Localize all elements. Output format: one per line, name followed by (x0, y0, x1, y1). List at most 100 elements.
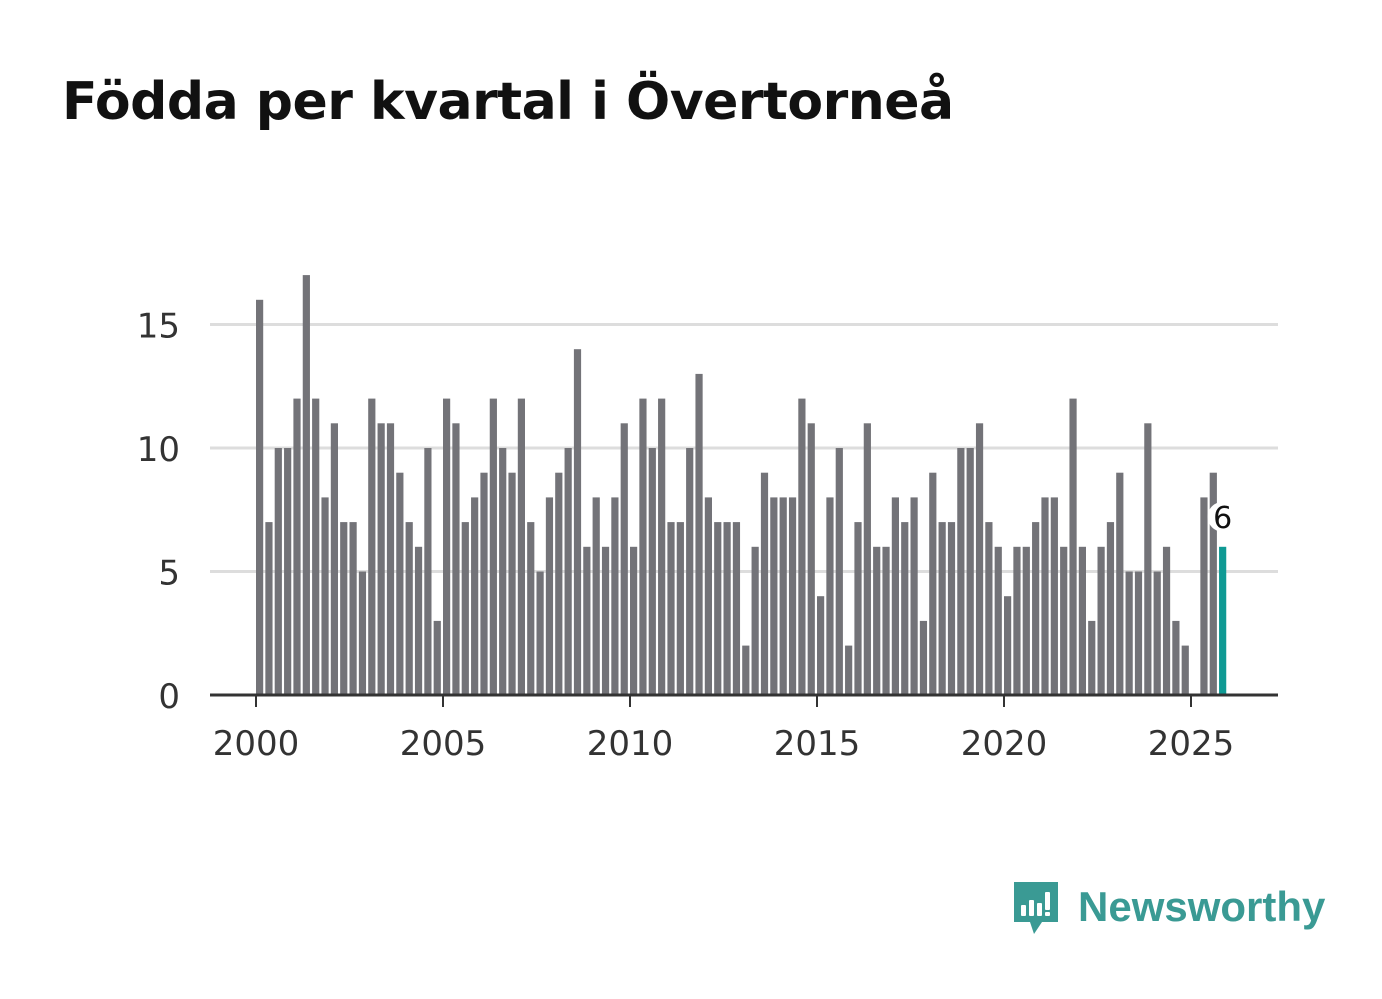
bar (1125, 571, 1133, 695)
bar (284, 448, 292, 695)
data-labels: 6 (1207, 501, 1238, 536)
bar (461, 522, 469, 695)
bar (620, 423, 628, 695)
bar (452, 423, 460, 695)
bar (817, 596, 825, 695)
x-tick-label: 2025 (1148, 724, 1235, 764)
bar (555, 472, 563, 695)
bar (1153, 571, 1161, 695)
bar (340, 522, 348, 695)
bar (386, 423, 395, 695)
bar (1162, 546, 1171, 695)
bar (919, 620, 928, 695)
bar-series (256, 275, 1227, 695)
bar (658, 398, 666, 695)
bar (358, 571, 367, 695)
bar (1078, 546, 1086, 695)
bar (471, 497, 479, 695)
bar (1144, 423, 1152, 695)
bar (835, 448, 843, 695)
bar (1069, 398, 1077, 695)
bar (1022, 546, 1030, 695)
x-tick-label: 2015 (774, 724, 861, 764)
bar (1088, 620, 1096, 695)
bar (433, 620, 441, 695)
bar (975, 423, 984, 695)
bar (321, 497, 329, 695)
bar (1172, 620, 1180, 695)
data-label: 6 (1213, 501, 1232, 536)
x-tick-label: 2000 (213, 724, 300, 764)
bar (826, 497, 834, 695)
axes: 0 5 10 15 2000 2005 2010 2015 2020 2025 (137, 307, 1278, 764)
bar (770, 497, 778, 695)
bar (274, 448, 282, 695)
bar-highlighted (1219, 546, 1227, 695)
bar (798, 398, 806, 695)
brand-name: Newsworthy (1078, 883, 1326, 930)
bar (639, 398, 647, 695)
bar (994, 546, 1002, 695)
bar (910, 497, 918, 695)
bar (732, 522, 741, 695)
y-tick-label: 10 (137, 430, 180, 470)
bar (1097, 546, 1105, 695)
bar (704, 497, 712, 695)
x-tick-label: 2010 (587, 724, 674, 764)
bar (807, 423, 815, 695)
bar (302, 275, 310, 695)
bar (527, 522, 535, 695)
bar (873, 546, 881, 695)
bar (1106, 522, 1115, 695)
y-tick-label: 5 (158, 554, 180, 594)
bar (938, 522, 946, 695)
bar (686, 448, 694, 695)
bar (901, 522, 909, 695)
bar (882, 546, 890, 695)
bar (1060, 546, 1068, 695)
bar (863, 423, 871, 695)
bar (414, 546, 423, 695)
x-tick-label: 2005 (400, 724, 487, 764)
bar (536, 571, 544, 695)
bar (676, 522, 684, 695)
bar (265, 522, 273, 695)
bar (611, 497, 619, 695)
bar (1209, 472, 1217, 695)
bar (966, 448, 974, 695)
bar (1041, 497, 1049, 695)
brand-logo: Newsworthy (1010, 878, 1325, 936)
bar (1013, 546, 1021, 695)
bar (293, 398, 301, 695)
bar (499, 448, 507, 695)
bar (592, 497, 600, 695)
bar (573, 349, 582, 695)
bar (256, 299, 264, 695)
bar (508, 472, 516, 695)
bar (1134, 571, 1143, 695)
bar (723, 522, 731, 695)
x-tick-label: 2020 (961, 724, 1048, 764)
bar (368, 398, 376, 695)
bar (714, 522, 722, 695)
bar (1050, 497, 1058, 695)
bar (564, 448, 572, 695)
bar (545, 497, 554, 695)
bar (985, 522, 993, 695)
bar (424, 448, 432, 695)
bar (405, 522, 413, 695)
bar (742, 645, 750, 695)
bar (648, 448, 656, 695)
bar (443, 398, 451, 695)
bar (1004, 596, 1012, 695)
bar (760, 472, 769, 695)
bar (601, 546, 610, 695)
data-label-bg (1207, 501, 1238, 532)
bar (1116, 472, 1124, 695)
bar (1200, 497, 1208, 695)
bar (929, 472, 937, 695)
bar (667, 522, 675, 695)
bar (489, 398, 497, 695)
bar (891, 497, 899, 695)
